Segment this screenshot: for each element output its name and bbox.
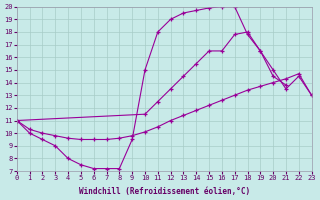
X-axis label: Windchill (Refroidissement éolien,°C): Windchill (Refroidissement éolien,°C) xyxy=(79,187,250,196)
